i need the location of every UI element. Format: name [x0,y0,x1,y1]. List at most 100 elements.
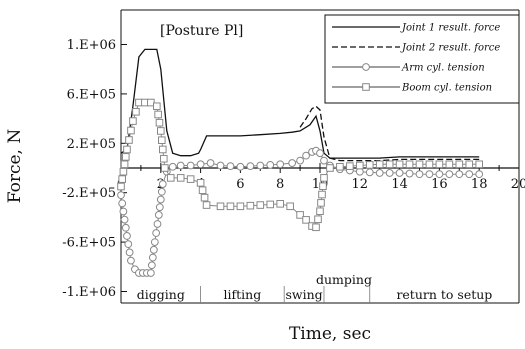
circle-marker [154,211,163,219]
circle-marker [320,156,328,165]
square-marker [302,216,310,224]
y-tick-label: -2.E+05 [62,186,116,201]
circle-marker [147,261,156,270]
phase-label: digging [137,287,185,302]
circle-marker [124,240,133,249]
square-marker [246,201,255,210]
square-marker [198,186,207,195]
circle-marker [475,170,484,179]
square-marker [286,202,294,211]
x-tick-label: 20 [511,177,525,192]
square-marker [316,207,324,216]
legend-label: Joint 1 result. force [400,23,500,34]
series-boom-cyl-tension [117,98,483,232]
circle-marker [186,161,195,170]
square-marker [236,202,245,211]
series-line [120,48,480,159]
square-marker [475,160,483,169]
circle-marker [445,170,454,179]
circle-marker [119,207,128,216]
circle-marker [425,170,434,179]
square-marker [216,202,225,211]
square-marker [200,193,209,202]
circle-marker [127,256,135,265]
square-marker [346,162,354,170]
square-marker [160,164,169,172]
square-marker [318,190,326,199]
square-marker [314,215,322,224]
y-tick-label: -6.E+05 [62,236,116,251]
circle-marker [365,168,374,177]
circle-marker [157,187,166,196]
square-marker [157,127,165,135]
phase-label: lifting [224,287,262,302]
square-marker [132,108,140,116]
square-marker [176,174,185,182]
x-tick-label: 8 [276,177,284,192]
square-marker [336,162,344,171]
square-marker [127,126,135,135]
circle-marker [375,169,384,177]
square-marker [385,160,394,169]
x-tick-label: 18 [471,177,488,192]
series-joint-1-result-force [120,48,480,159]
square-marker [312,223,320,232]
square-marker [362,83,370,91]
square-marker [375,160,384,169]
square-marker [395,160,404,169]
x-tick-label: 16 [431,177,448,192]
y-tick-label: 1.E+06 [67,38,116,53]
circle-marker [246,162,255,171]
circle-marker [155,203,164,212]
circle-marker [176,161,185,170]
circle-marker [302,151,310,160]
circle-marker [288,159,297,167]
circle-marker [152,229,161,237]
square-marker [455,160,464,169]
circle-marker [415,170,424,179]
circle-marker [216,161,225,170]
square-marker [425,160,434,169]
y-tick-label: 6.E+05 [67,87,116,102]
legend-label: Joint 2 result. force [400,43,500,54]
square-marker [435,160,444,169]
square-marker [319,182,327,191]
circle-marker [296,156,305,165]
phase-label: swing [285,287,322,302]
circle-marker [117,191,125,200]
legend-label: Boom cyl. tension [401,83,492,94]
posture-annotation: [Posture Pl] [160,23,243,39]
phase-label: return to setup [396,287,492,302]
y-axis-title: Force, N [5,129,25,204]
circle-marker [206,159,215,167]
circle-marker [150,238,159,247]
circle-marker [158,180,167,188]
square-marker [196,179,205,187]
square-marker [465,160,474,169]
circle-marker [266,161,275,169]
square-marker [154,110,162,119]
circle-marker [196,160,205,169]
square-marker [166,174,175,182]
x-axis-title: Time, sec [289,324,371,344]
circle-marker [226,162,235,171]
square-marker [120,160,129,169]
x-tick-label: 6 [236,177,244,192]
circle-marker [455,170,464,179]
circle-marker [146,269,155,277]
legend: Joint 1 result. force Joint 2 result. for… [324,14,520,104]
square-marker [121,153,130,161]
legend-box [324,14,520,104]
series-joint-2-result-force [299,105,480,162]
square-marker [320,174,328,182]
y-tick-label: 2.E+05 [67,137,116,152]
y-tick-label: -1.E+06 [62,285,116,300]
square-marker [326,164,334,172]
square-marker [317,199,325,207]
circle-marker [168,162,177,171]
square-marker [356,161,364,170]
square-marker [159,154,168,163]
circle-marker [395,169,404,177]
square-marker [226,202,235,211]
circle-marker [148,253,157,262]
